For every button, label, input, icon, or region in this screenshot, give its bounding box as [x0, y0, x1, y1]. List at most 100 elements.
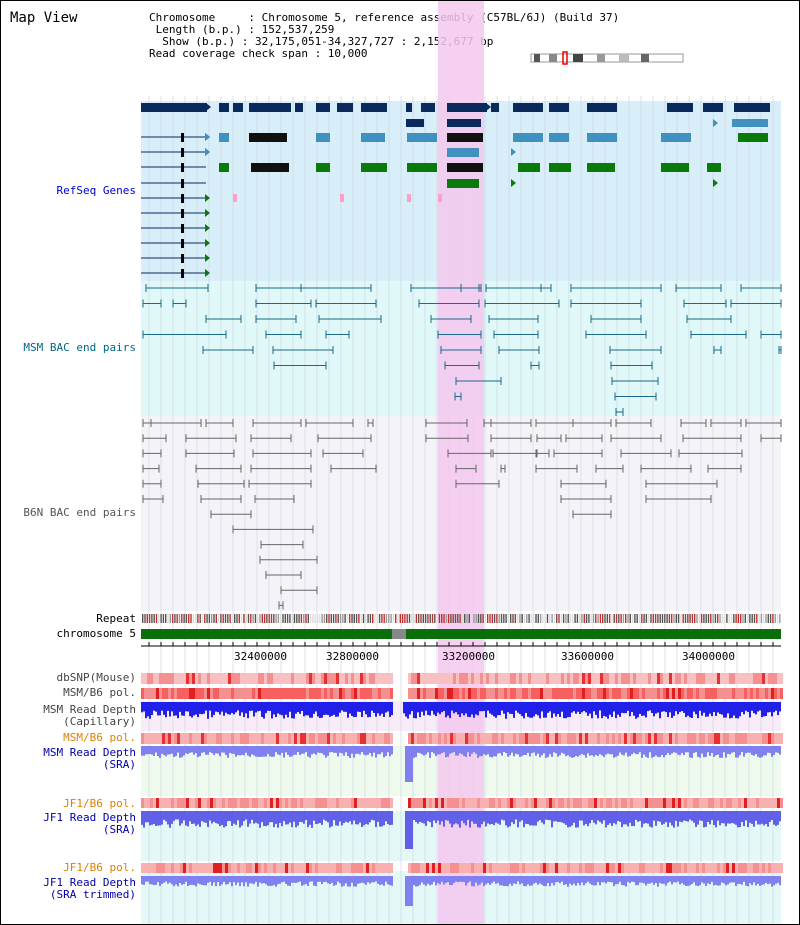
heat-cell	[684, 673, 687, 684]
depth-bar	[711, 702, 713, 717]
heat-cell	[669, 733, 672, 744]
depth-bar	[299, 876, 301, 882]
depth-bar	[371, 746, 373, 757]
depth-bar	[307, 702, 309, 716]
depth-bar	[197, 746, 199, 758]
depth-bar	[663, 702, 665, 712]
repeat-mark	[767, 614, 769, 623]
heat-cell	[204, 863, 207, 873]
depth-bar	[615, 811, 617, 825]
depth-bar	[607, 876, 609, 882]
repeat-mark	[169, 614, 171, 623]
depth-bar	[725, 746, 727, 758]
depth-bar	[459, 876, 461, 882]
heat-cell	[303, 733, 306, 744]
depth-bar	[285, 811, 287, 825]
heat-cell	[252, 798, 255, 808]
depth-bar	[671, 811, 673, 826]
depth-bar	[441, 702, 443, 713]
depth-bar	[217, 702, 219, 713]
heat-cell	[720, 673, 723, 684]
repeat-mark	[516, 614, 519, 623]
heat-cell	[378, 688, 381, 699]
depth-bar	[753, 702, 755, 714]
depth-bar	[575, 876, 577, 886]
depth-bar	[333, 811, 335, 821]
repeat-mark	[243, 614, 245, 623]
depth-bar	[635, 811, 637, 820]
depth-bar	[155, 746, 157, 753]
gene-exon	[732, 119, 768, 127]
heat-cell	[429, 863, 432, 873]
depth-bar	[213, 746, 215, 755]
repeat-mark	[213, 614, 215, 623]
repeat-mark	[447, 614, 450, 623]
depth-bar	[235, 876, 237, 886]
heat-cell	[642, 688, 645, 699]
depth-bar	[445, 811, 447, 821]
heat-cell	[309, 688, 312, 699]
depth-bar	[183, 702, 185, 716]
heat-cell	[435, 798, 438, 808]
depth-bar	[581, 811, 583, 821]
depth-bar	[615, 746, 617, 757]
gene-exon	[361, 103, 387, 112]
depth-bar	[779, 746, 781, 755]
heat-cell	[165, 688, 168, 699]
depth-bar	[691, 876, 693, 884]
heat-cell	[480, 863, 483, 873]
tick-label: 33200000	[442, 650, 495, 663]
heat-cell	[639, 733, 642, 744]
heat-cell	[300, 688, 303, 699]
depth-bar	[553, 876, 555, 886]
repeat-mark	[560, 614, 562, 623]
repeat-mark	[636, 614, 638, 623]
heat-cell	[408, 798, 411, 808]
depth-bar	[607, 746, 609, 754]
depth-bar	[155, 876, 157, 885]
heat-cell	[270, 688, 273, 699]
heat-cell	[522, 798, 525, 808]
heat-cell	[354, 798, 357, 808]
depth-bar	[657, 811, 659, 822]
heat-cell	[351, 733, 354, 744]
depth-bar	[203, 746, 205, 753]
repeat-mark	[625, 614, 627, 623]
repeat-mark	[144, 614, 146, 623]
heat-cell	[483, 733, 486, 744]
heat-cell	[606, 863, 609, 873]
depth-bar	[249, 702, 251, 711]
depth-bar	[601, 702, 603, 719]
heat-cell	[363, 733, 366, 744]
heat-cell	[423, 688, 426, 699]
depth-bar	[591, 811, 593, 820]
depth-bar	[445, 746, 447, 758]
heat-cell	[480, 688, 483, 699]
heat-cell	[261, 733, 264, 744]
repeat-mark	[484, 614, 487, 623]
heat-cell	[585, 798, 588, 808]
gene-mark	[438, 194, 442, 202]
depth-bar	[207, 811, 209, 828]
depth-bar	[331, 746, 333, 753]
depth-bar	[337, 702, 339, 717]
heat-cell	[507, 733, 510, 744]
depth-bar	[657, 746, 659, 758]
depth-bar	[247, 702, 249, 719]
heat-cell	[708, 673, 711, 684]
heat-cell	[648, 798, 651, 808]
heat-cell	[696, 798, 699, 808]
heat-cell	[261, 798, 264, 808]
repeat-mark	[282, 614, 284, 623]
heat-cell	[636, 673, 639, 684]
heat-cell	[192, 798, 195, 808]
heat-cell	[321, 863, 324, 873]
depth-bar	[513, 811, 515, 825]
depth-bar	[727, 876, 729, 885]
depth-bar	[419, 746, 421, 754]
repeat-mark	[162, 614, 165, 623]
depth-bar	[265, 746, 267, 757]
heat-cell	[519, 798, 522, 808]
depth-bar	[275, 702, 277, 718]
